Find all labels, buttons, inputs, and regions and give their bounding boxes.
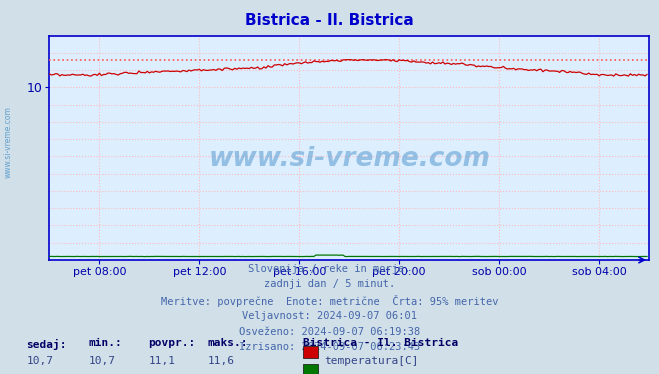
Text: 11,6: 11,6 [208,356,235,367]
Text: Veljavnost: 2024-09-07 06:01: Veljavnost: 2024-09-07 06:01 [242,311,417,321]
Text: povpr.:: povpr.: [148,338,196,349]
Text: Meritve: povprečne  Enote: metrične  Črta: 95% meritev: Meritve: povprečne Enote: metrične Črta:… [161,295,498,307]
Text: maks.:: maks.: [208,338,248,349]
Text: Izrisano: 2024-09-07 06:23:43: Izrisano: 2024-09-07 06:23:43 [239,342,420,352]
Text: min.:: min.: [89,338,123,349]
Text: zadnji dan / 5 minut.: zadnji dan / 5 minut. [264,279,395,289]
Text: www.si-vreme.com: www.si-vreme.com [4,106,13,178]
Text: 10,7: 10,7 [26,356,53,367]
Text: sedaj:: sedaj: [26,338,67,349]
Text: Bistrica - Il. Bistrica: Bistrica - Il. Bistrica [303,338,459,349]
Text: temperatura[C]: temperatura[C] [324,356,418,367]
Text: Osveženo: 2024-09-07 06:19:38: Osveženo: 2024-09-07 06:19:38 [239,327,420,337]
Text: www.si-vreme.com: www.si-vreme.com [208,146,490,172]
Text: 11,1: 11,1 [148,356,175,367]
Text: Slovenija / reke in morje.: Slovenija / reke in morje. [248,264,411,274]
Text: Bistrica - Il. Bistrica: Bistrica - Il. Bistrica [245,13,414,28]
Text: 10,7: 10,7 [89,356,116,367]
